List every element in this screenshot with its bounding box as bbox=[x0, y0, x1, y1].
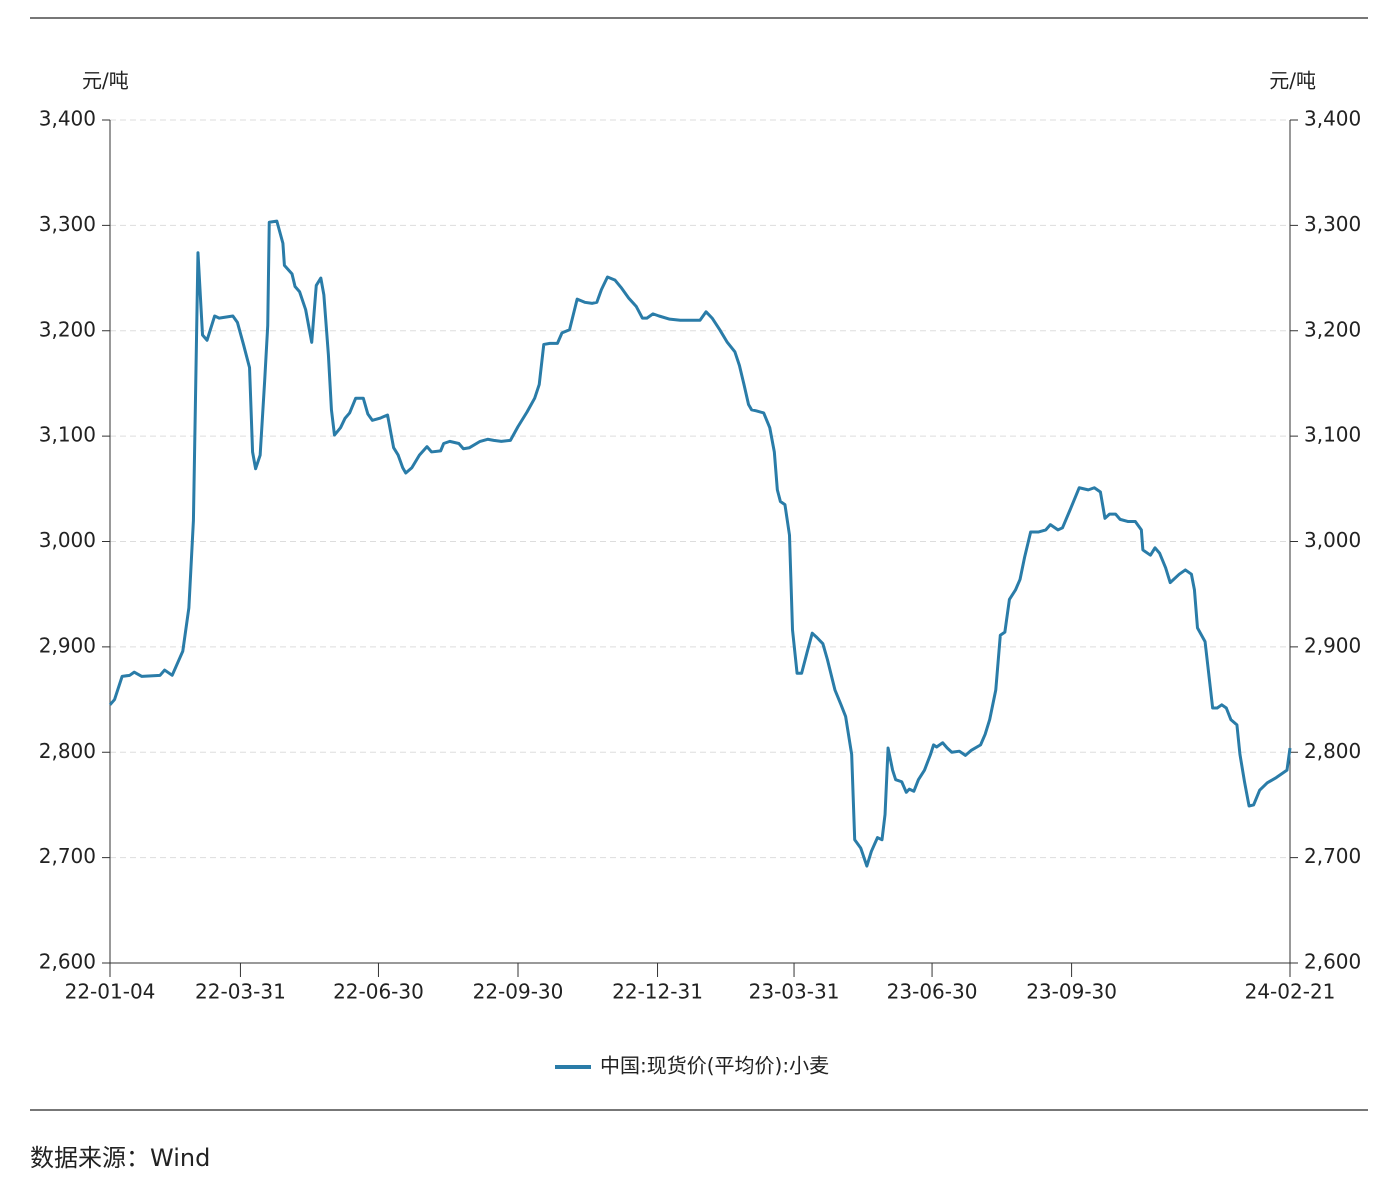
y-tick-label: 3,200 bbox=[39, 317, 96, 341]
x-tick-label: 24-02-21 bbox=[1245, 980, 1336, 1004]
x-tick-label: 22-03-31 bbox=[195, 980, 286, 1004]
y-tick-label: 2,600 bbox=[39, 950, 96, 974]
x-tick-label: 23-09-30 bbox=[1026, 980, 1117, 1004]
source-note: 数据来源：Wind bbox=[30, 1144, 210, 1172]
y-tick-label: 3,000 bbox=[39, 528, 96, 552]
y-tick-label: 3,100 bbox=[39, 423, 96, 447]
y-tick-label: 3,400 bbox=[39, 107, 96, 131]
y2-tick-label: 2,600 bbox=[1304, 950, 1361, 974]
y-axis-unit: 元/吨 bbox=[82, 69, 129, 93]
y-tick-label: 2,800 bbox=[39, 739, 96, 763]
y2-axis-unit: 元/吨 bbox=[1269, 69, 1316, 93]
x-tick-label: 22-09-30 bbox=[473, 980, 564, 1004]
y2-tick-label: 2,700 bbox=[1304, 844, 1361, 868]
y2-tick-label: 3,400 bbox=[1304, 107, 1361, 131]
x-tick-label: 22-12-31 bbox=[612, 980, 703, 1004]
y2-tick-label: 3,300 bbox=[1304, 212, 1361, 236]
y-tick-label: 2,700 bbox=[39, 844, 96, 868]
y2-tick-label: 3,200 bbox=[1304, 317, 1361, 341]
x-tick-label: 23-03-31 bbox=[749, 980, 840, 1004]
legend-label: 中国:现货价(平均价):小麦 bbox=[600, 1054, 829, 1078]
x-tick-label: 22-01-04 bbox=[65, 980, 156, 1004]
y-tick-label: 3,300 bbox=[39, 212, 96, 236]
data-line bbox=[108, 219, 1292, 868]
y2-tick-label: 2,900 bbox=[1304, 633, 1361, 657]
y-tick-label: 2,900 bbox=[39, 633, 96, 657]
y2-tick-label: 3,000 bbox=[1304, 528, 1361, 552]
y2-tick-label: 2,800 bbox=[1304, 739, 1361, 763]
y2-tick-label: 3,100 bbox=[1304, 423, 1361, 447]
x-tick-label: 22-06-30 bbox=[333, 980, 424, 1004]
x-tick-label: 23-06-30 bbox=[887, 980, 978, 1004]
